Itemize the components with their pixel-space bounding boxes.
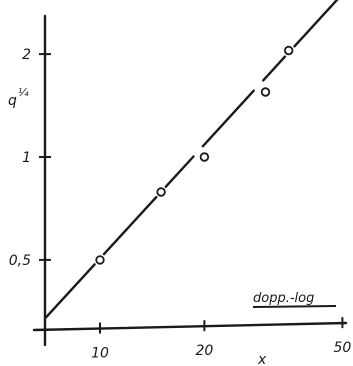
y-ticks: 0,5 1 2 bbox=[9, 47, 51, 269]
fit-line-segment bbox=[45, 263, 96, 319]
y-tick-label: 2 bbox=[22, 47, 31, 63]
x-axis bbox=[32, 321, 348, 332]
fit-line-segment bbox=[201, 89, 255, 148]
x-axis-label: x bbox=[257, 352, 267, 366]
fit-line-segment bbox=[293, 0, 339, 48]
fit-line-segment bbox=[164, 155, 195, 189]
fit-line-segment bbox=[262, 55, 287, 82]
y-axis-label-exponent: ¼ bbox=[18, 86, 29, 99]
x-tick-label: 20 bbox=[195, 343, 213, 359]
fit-line-segment bbox=[102, 195, 158, 256]
axes bbox=[32, 14, 348, 347]
x-tick-label: 10 bbox=[91, 346, 109, 362]
y-axis-label-base: q bbox=[8, 93, 17, 109]
annotation-text: dopp.-log bbox=[253, 291, 314, 306]
data-point bbox=[156, 187, 166, 197]
data-points bbox=[95, 45, 294, 265]
y-tick-label: 1 bbox=[22, 150, 31, 166]
data-point bbox=[260, 87, 271, 97]
fit-line-group bbox=[45, 0, 339, 319]
x-ticks: 10 20 50 bbox=[91, 317, 351, 362]
data-point bbox=[95, 255, 105, 265]
y-axis-label: q¼ bbox=[8, 86, 29, 109]
annotation-underline bbox=[252, 305, 337, 308]
data-point bbox=[199, 152, 210, 162]
data-point bbox=[284, 45, 294, 56]
x-tick-label: 50 bbox=[333, 340, 351, 356]
y-tick-label: 0,5 bbox=[9, 253, 31, 269]
